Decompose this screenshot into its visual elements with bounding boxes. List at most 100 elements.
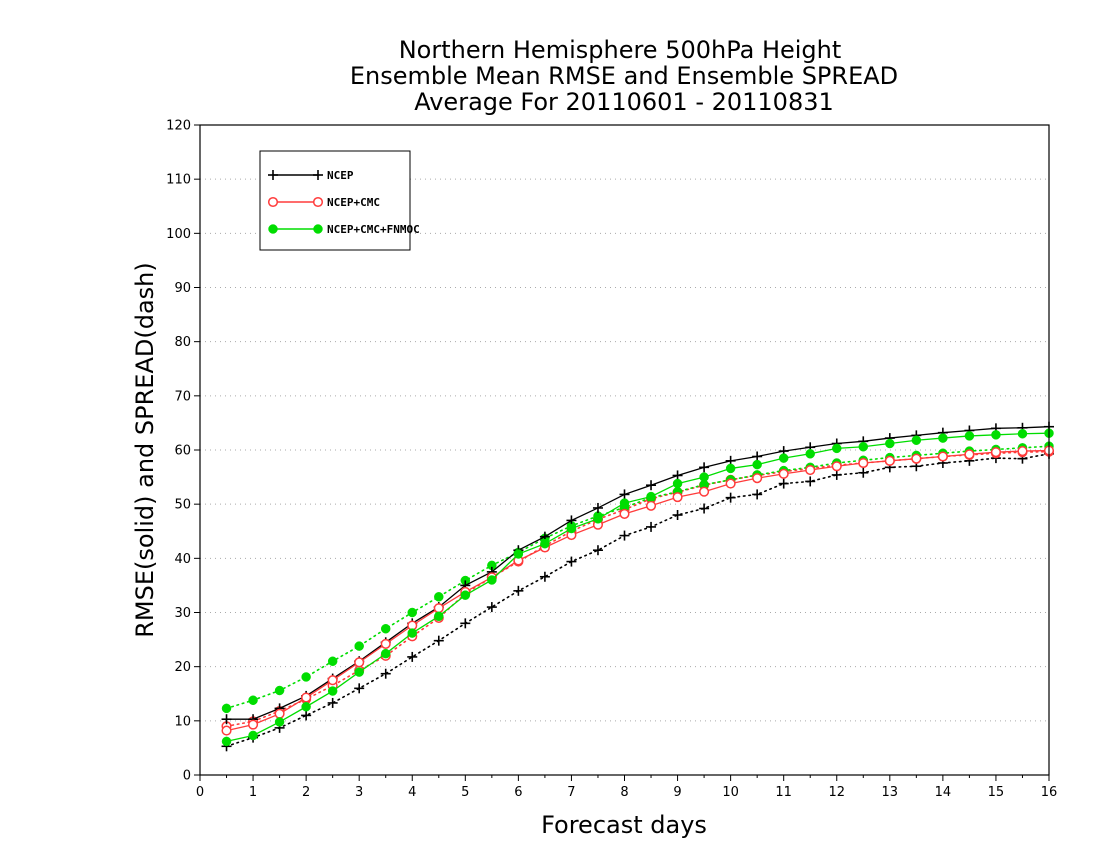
series-line-ncep-cmc-spread [225, 450, 1050, 728]
point-plus-marker [619, 489, 630, 500]
point-filled-circle-marker [434, 592, 444, 602]
point-plus-marker [268, 170, 278, 180]
point-plus-marker [699, 503, 710, 514]
point-plus-marker [313, 170, 323, 180]
point-plus-marker [380, 668, 391, 679]
point-plus-marker [672, 510, 683, 520]
title-line-1: Northern Hemisphere 500hPa Height [399, 36, 842, 64]
point-filled-circle-marker [221, 736, 232, 747]
legend-item: NCEP [268, 169, 354, 182]
y-tick-label: 30 [174, 606, 191, 621]
point-plus-marker [407, 651, 418, 662]
y-axis-label: RMSE(solid) and SPREAD(dash) [131, 262, 159, 638]
point-open-circle-marker [380, 638, 391, 649]
point-filled-circle-marker [354, 641, 364, 651]
point-filled-circle-marker [513, 549, 524, 559]
point-filled-circle-marker [964, 431, 975, 441]
point-filled-circle-marker [407, 607, 417, 618]
point-filled-circle-marker [354, 667, 364, 677]
point-filled-circle-marker [313, 224, 323, 234]
point-filled-circle-marker [327, 686, 338, 696]
point-plus-marker [672, 470, 683, 481]
point-open-circle-marker [354, 657, 365, 668]
point-filled-circle-marker [327, 656, 338, 666]
x-tick-label: 13 [882, 785, 899, 800]
point-filled-circle-marker [274, 685, 285, 696]
series-line-ncep-cmc-rmse [226, 449, 1050, 732]
y-tick-label: 10 [174, 714, 191, 729]
point-plus-marker [752, 489, 763, 500]
point-open-circle-marker [619, 508, 630, 519]
point-open-circle-marker [312, 196, 324, 208]
point-filled-circle-marker [301, 672, 311, 682]
point-filled-circle-marker [619, 498, 630, 508]
series-ncep-cmc-fnmoc-rmse [221, 428, 1054, 747]
point-open-circle-marker [248, 719, 259, 730]
point-filled-circle-marker [885, 438, 895, 449]
point-filled-circle-marker [380, 648, 391, 659]
title-line-3: Average For 20110601 - 20110831 [414, 88, 834, 116]
point-open-circle-marker [964, 449, 975, 460]
x-tick-label: 14 [935, 785, 952, 800]
point-filled-circle-marker [274, 717, 285, 727]
point-filled-circle-marker [646, 491, 656, 502]
point-plus-marker [699, 462, 710, 473]
point-filled-circle-marker [593, 514, 603, 524]
chart-title: Northern Hemisphere 500hPa Height Ensemb… [350, 36, 898, 116]
point-filled-circle-marker [460, 590, 471, 600]
point-open-circle-marker [937, 451, 948, 462]
series-ncep-cmc-fnmoc-spread [221, 441, 1054, 714]
x-tick-label: 7 [567, 785, 575, 800]
x-tick-label: 12 [828, 785, 845, 800]
point-open-circle-marker [274, 708, 285, 719]
y-tick-label: 80 [174, 335, 191, 350]
point-plus-marker [592, 545, 603, 556]
y-tick-label: 40 [174, 552, 191, 567]
point-open-circle-marker [699, 486, 710, 497]
series-ncep-spread [221, 448, 1054, 752]
point-plus-marker [646, 480, 657, 491]
legend-label: NCEP+CMC+FNMOC [327, 223, 420, 236]
point-plus-marker [486, 602, 497, 613]
point-filled-circle-marker [407, 628, 417, 638]
series-layer [221, 421, 1055, 752]
y-tick-label: 20 [174, 660, 191, 675]
point-open-circle-marker [884, 455, 895, 466]
point-filled-circle-marker [752, 459, 762, 470]
point-open-circle-marker [433, 603, 444, 614]
title-line-2: Ensemble Mean RMSE and Ensemble SPREAD [350, 62, 898, 90]
point-plus-marker [858, 467, 869, 478]
point-plus-marker [327, 697, 338, 708]
point-plus-marker [725, 492, 736, 503]
point-filled-circle-marker [268, 224, 278, 234]
point-open-circle-marker [778, 468, 789, 479]
y-tick-label: 100 [166, 227, 191, 242]
point-filled-circle-marker [566, 523, 577, 534]
point-plus-marker [354, 683, 365, 694]
point-open-circle-marker [672, 492, 683, 503]
point-filled-circle-marker [805, 449, 815, 459]
point-filled-circle-marker [699, 472, 709, 482]
x-tick-label: 9 [673, 785, 681, 800]
x-tick-label: 10 [722, 785, 739, 800]
point-filled-circle-marker [487, 575, 497, 585]
point-open-circle-marker [645, 500, 657, 511]
point-plus-marker [778, 478, 789, 489]
point-filled-circle-marker [991, 430, 1001, 440]
point-filled-circle-marker [540, 538, 550, 549]
point-filled-circle-marker [858, 442, 869, 452]
point-filled-circle-marker [725, 463, 736, 474]
point-filled-circle-marker [1017, 429, 1028, 439]
y-tick-label: 0 [183, 769, 191, 784]
point-open-circle-marker [858, 457, 869, 469]
x-tick-label: 5 [461, 785, 469, 800]
point-plus-marker [805, 476, 816, 487]
legend-item: NCEP+CMC+FNMOC [268, 223, 420, 236]
point-open-circle-marker [911, 453, 922, 464]
series-line-ncep-rmse [226, 426, 1050, 720]
point-plus-marker [221, 714, 232, 725]
x-axis-label: Forecast days [541, 811, 707, 839]
x-tick-label: 11 [775, 785, 792, 800]
legend: NCEP NCEP+CMC NCEP+CMC+FNMOC [259, 150, 420, 251]
point-filled-circle-marker [911, 435, 922, 445]
